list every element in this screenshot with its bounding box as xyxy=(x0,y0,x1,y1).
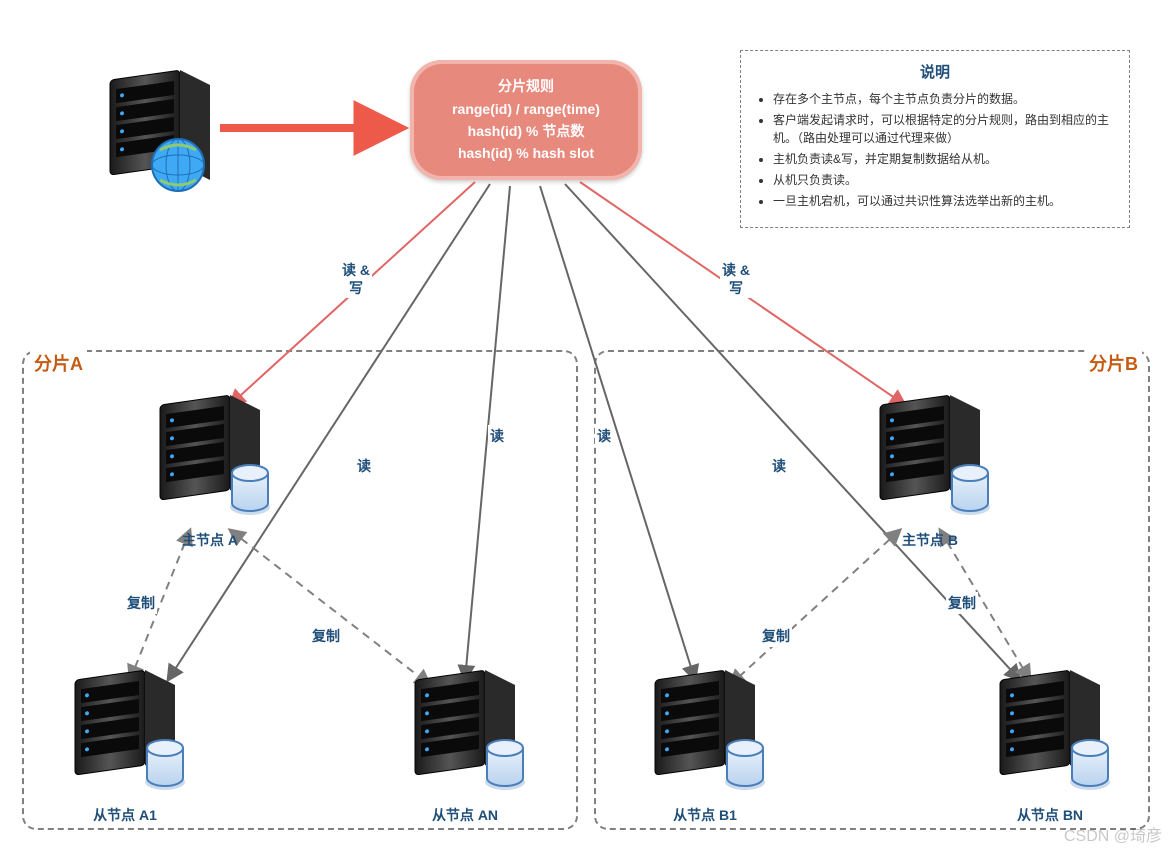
label-copy-an: 复制 xyxy=(310,625,342,647)
diagram-canvas: 分片规则 range(id) / range(time) hash(id) % … xyxy=(0,0,1172,854)
slave-an-label: 从节点 AN xyxy=(405,805,525,825)
label-read-an: 读 xyxy=(488,425,506,447)
rules-line3: hash(id) % 节点数 xyxy=(468,120,585,142)
label-read-b1: 读 xyxy=(595,425,613,447)
label-copy-bn: 复制 xyxy=(946,592,978,614)
label-copy-a1: 复制 xyxy=(125,592,157,614)
legend-item: 主机负责读&写，并定期复制数据给从机。 xyxy=(773,150,1115,168)
shard-a-container: 分片A xyxy=(22,350,578,830)
rules-title: 分片规则 xyxy=(498,75,554,97)
rules-line4: hash(id) % hash slot xyxy=(458,142,594,164)
label-rw-a: 读 &写 xyxy=(340,260,372,298)
shard-b-container: 分片B xyxy=(594,350,1150,830)
watermark: CSDN @琦彦 xyxy=(1064,822,1162,846)
legend-item: 一旦主机宕机，可以通过共识性算法选举出新的主机。 xyxy=(773,192,1115,210)
shard-a-label: 分片A xyxy=(30,350,87,376)
master-a-label: 主节点 A xyxy=(150,530,270,550)
slave-a1-label: 从节点 A1 xyxy=(65,805,185,825)
rules-line2: range(id) / range(time) xyxy=(452,98,600,120)
label-read-bn: 读 xyxy=(770,455,788,477)
legend-box: 说明 存在多个主节点，每个主节点负责分片的数据。 客户端发起请求时，可以根据特定… xyxy=(740,50,1130,228)
label-read-a1: 读 xyxy=(355,455,373,477)
client-server-icon xyxy=(110,70,210,191)
legend-item: 客户端发起请求时，可以根据特定的分片规则，路由到相应的主机。（路由处理可以通过代… xyxy=(773,111,1115,147)
legend-item: 从机只负责读。 xyxy=(773,171,1115,189)
sharding-rules-box: 分片规则 range(id) / range(time) hash(id) % … xyxy=(410,60,642,180)
label-copy-b1: 复制 xyxy=(760,625,792,647)
slave-b1-label: 从节点 B1 xyxy=(645,805,765,825)
legend-list: 存在多个主节点，每个主节点负责分片的数据。 客户端发起请求时，可以根据特定的分片… xyxy=(755,90,1115,210)
master-b-label: 主节点 B xyxy=(870,530,990,550)
label-rw-b: 读 &写 xyxy=(720,260,752,298)
legend-title: 说明 xyxy=(755,61,1115,82)
legend-item: 存在多个主节点，每个主节点负责分片的数据。 xyxy=(773,90,1115,108)
shard-b-label: 分片B xyxy=(1085,350,1142,376)
